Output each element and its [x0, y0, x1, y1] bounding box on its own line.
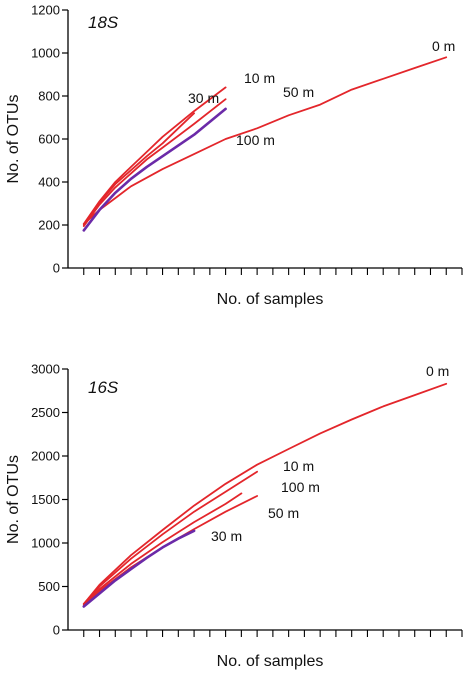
y-tick-label: 0	[53, 623, 60, 638]
y-tick-label: 2000	[31, 449, 60, 464]
y-tick-label: 800	[38, 89, 60, 104]
y-tick-label: 400	[38, 175, 60, 190]
y-tick-label: 500	[38, 579, 60, 594]
y-tick-label: 1200	[31, 3, 60, 18]
series-line-0m	[82, 382, 448, 605]
y-axis-title: No. of OTUs	[5, 455, 22, 544]
panel-1: 0 500 1000 1500 2000 2500 3000 No. of OTUs No. o…	[5, 362, 463, 670]
series-label-50m: 50 m	[283, 84, 314, 100]
series-line-30m	[82, 112, 195, 226]
series-label-30m: 30 m	[188, 90, 219, 106]
panel-title: 18S	[88, 13, 119, 32]
x-axis-title: No. of samples	[217, 291, 324, 308]
series-label-100m: 100 m	[281, 479, 320, 495]
series-line-100m	[82, 107, 227, 232]
series-label-100m: 100 m	[236, 132, 275, 148]
series-label-0m: 0 m	[426, 363, 449, 379]
series-label-50m: 50 m	[268, 505, 299, 521]
y-tick-label: 600	[38, 132, 60, 147]
series-label-10m: 10 m	[244, 70, 275, 86]
y-tick-label: 200	[38, 218, 60, 233]
series-label-30m: 30 m	[211, 528, 242, 544]
y-tick-label: 3000	[31, 362, 60, 377]
series-line-100m	[82, 492, 243, 606]
series-line-50m	[82, 98, 227, 227]
series-line-10m	[82, 470, 258, 605]
series-label-0m: 0 m	[432, 38, 455, 54]
y-tick-label: 1500	[31, 492, 60, 507]
y-tick-label: 0	[53, 261, 60, 276]
panel-0: 0 200 400 600 800 1000 1200 No. of OTUs No. of s…	[5, 3, 463, 308]
panel-title: 16S	[88, 378, 119, 397]
series-line-50m	[82, 495, 258, 607]
y-tick-label: 1000	[31, 46, 60, 61]
series-label-10m: 10 m	[283, 458, 314, 474]
series-line-30m	[82, 529, 196, 608]
series-line-0m	[82, 56, 448, 225]
x-axis-title: No. of samples	[217, 653, 324, 670]
y-tick-label: 1000	[31, 536, 60, 551]
y-axis-title: No. of OTUs	[5, 95, 22, 184]
y-tick-label: 2500	[31, 405, 60, 420]
